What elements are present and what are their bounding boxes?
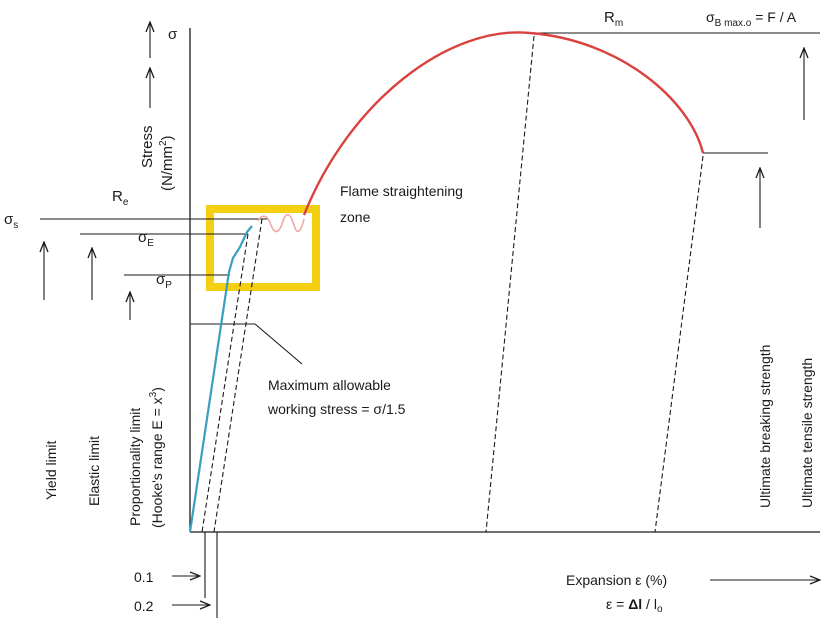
stress-unit-label: (N/mm2) bbox=[158, 135, 176, 191]
sigma-axis-label: σ bbox=[168, 26, 178, 43]
prop-limit-label-line1: Proportionality limit bbox=[127, 408, 143, 526]
tick-01-label: 0.1 bbox=[134, 569, 154, 585]
plastic-curve bbox=[302, 31, 705, 216]
yield-limit-label: Yield limit bbox=[43, 441, 59, 500]
ultimate-breaking-label: Ultimate breaking strength bbox=[757, 345, 773, 508]
yield-wave-curve bbox=[257, 213, 305, 233]
dashed-unload-3 bbox=[485, 35, 535, 533]
stress-label: Stress bbox=[139, 125, 156, 168]
dashed-unload-4 bbox=[654, 155, 704, 533]
dashed-unload-2 bbox=[213, 218, 263, 533]
sigma-s-label: σs bbox=[4, 211, 18, 231]
elastic-curve bbox=[188, 225, 253, 533]
elastic-limit-label: Elastic limit bbox=[86, 436, 102, 506]
sigma-e-label: σE bbox=[138, 229, 154, 249]
ultimate-tensile-label: Ultimate tensile strength bbox=[799, 358, 815, 508]
prop-limit-label-line2: (Hooke's range E = x3) bbox=[148, 387, 165, 528]
expansion-label: Expansion ε (%) bbox=[566, 572, 667, 588]
epsilon-formula: ε = Δl / lo bbox=[606, 596, 663, 615]
sigma-p-label: σP bbox=[156, 271, 172, 291]
max-stress-leader bbox=[254, 323, 303, 365]
rm-label: Rm bbox=[604, 9, 623, 29]
flame-zone-label-line2: zone bbox=[340, 209, 371, 225]
re-label: Re bbox=[112, 188, 129, 208]
tick-02-label: 0.2 bbox=[134, 598, 154, 614]
sigma-b-label: σB max.o = F / A bbox=[706, 9, 797, 29]
max-stress-label-line2: working stress = σ/1.5 bbox=[267, 401, 406, 417]
flame-straightening-zone-box bbox=[206, 205, 320, 291]
flame-zone-label-line1: Flame straightening bbox=[340, 183, 463, 199]
dashed-unload-1 bbox=[201, 233, 249, 533]
max-stress-label-line1: Maximum allowable bbox=[268, 377, 391, 393]
